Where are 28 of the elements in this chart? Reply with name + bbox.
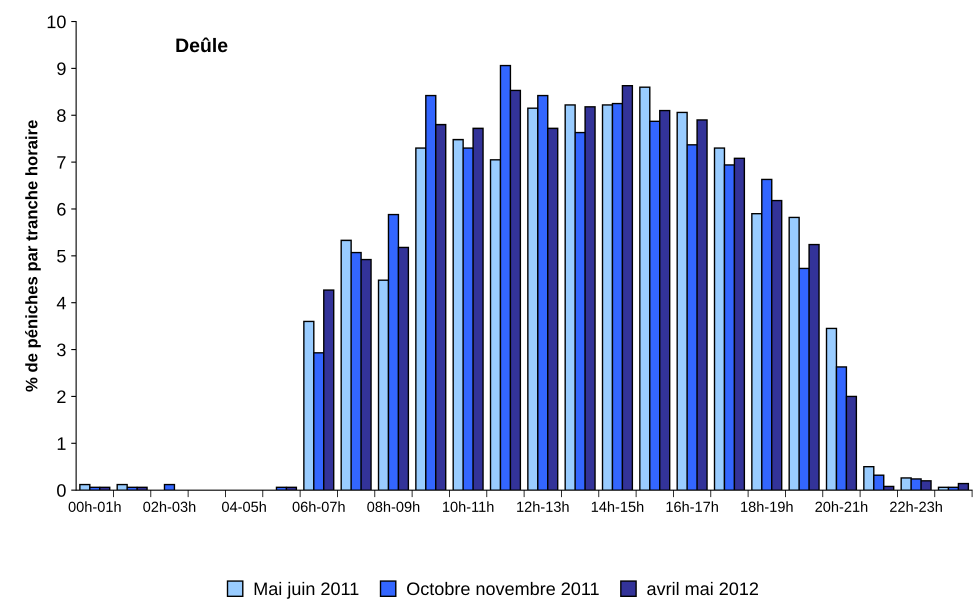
legend-label: avril mai 2012 xyxy=(647,582,758,596)
x-tick-label: 02h-03h xyxy=(143,501,196,512)
y-tick-label: 3 xyxy=(57,344,66,356)
y-tick-label: 9 xyxy=(57,62,66,76)
x-tick-label: 18h-19h xyxy=(741,501,793,512)
x-tick-label: 12h-13h xyxy=(517,501,569,512)
y-tick-label: 6 xyxy=(57,202,66,216)
x-tick-label: 10h-11h xyxy=(443,501,494,512)
y-tick-label: 1 xyxy=(58,437,66,450)
y-tick-label: 0 xyxy=(57,484,66,497)
x-tick-label: 20h-21h xyxy=(815,501,868,512)
legend-label: Mai juin 2011 xyxy=(254,582,358,599)
x-tick-label: 22h-23h xyxy=(890,501,942,512)
x-tick-label: 06h-07h xyxy=(292,501,345,512)
x-tick-label: 00h-01h xyxy=(68,501,121,512)
text: Deûle xyxy=(176,38,228,52)
y-axis-title: % de péniches par tranche horaire xyxy=(25,120,41,392)
y-tick-label: 5 xyxy=(57,250,66,263)
y-tick-label: 7 xyxy=(57,156,66,169)
x-tick-label: 04-05h xyxy=(222,501,266,512)
y-tick-label: 4 xyxy=(56,296,66,310)
y-tick-label: 8 xyxy=(57,109,66,122)
legend-label: Octobre novembre 2011 xyxy=(407,582,599,596)
x-tick-label: 14h-15h xyxy=(592,501,644,512)
y-tick-label: 2 xyxy=(57,390,66,403)
x-tick-label: 08h-09h xyxy=(367,501,420,512)
x-tick-label: 16h-17h xyxy=(666,501,718,512)
y-tick-label: 10 xyxy=(48,15,66,28)
